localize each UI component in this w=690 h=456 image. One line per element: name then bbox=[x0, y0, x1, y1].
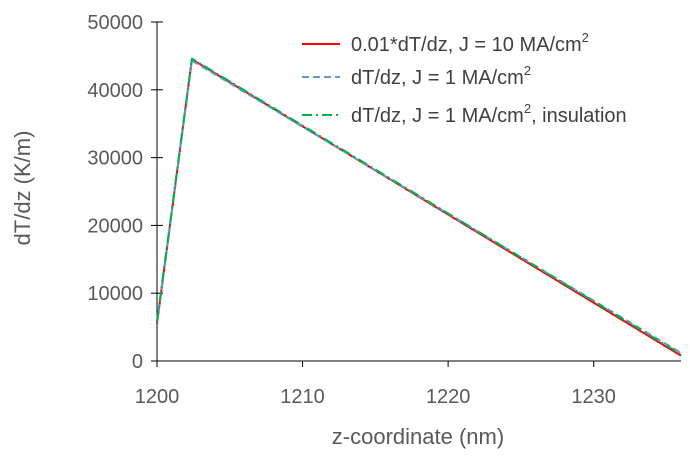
x-tick-label: 1200 bbox=[135, 386, 180, 408]
tick-labels: 0 10000 20000 30000 40000 50000 1200 1210 1220 12… bbox=[87, 12, 616, 408]
legend-label-2: dT/dz, J = 1 MA/cm2 bbox=[351, 63, 531, 89]
legend: 0.01*dT/dz, J = 10 MA/cm2 dT/dz, J = 1 MA… bbox=[302, 30, 627, 127]
series-line-1 bbox=[156, 58, 682, 357]
y-tick-label: 0 bbox=[132, 351, 143, 373]
x-tick-label: 1230 bbox=[571, 386, 616, 408]
y-tick-label: 40000 bbox=[87, 80, 143, 102]
y-axis-title: dT/dz (K/m) bbox=[10, 131, 35, 246]
plot-area bbox=[156, 57, 682, 357]
series-line-3 bbox=[156, 57, 682, 356]
y-tick-label: 10000 bbox=[87, 283, 143, 305]
legend-label-1: 0.01*dT/dz, J = 10 MA/cm2 bbox=[351, 30, 589, 56]
y-tick-label: 20000 bbox=[87, 215, 143, 237]
x-tick-label: 1220 bbox=[426, 386, 471, 408]
x-axis-title: z-coordinate (nm) bbox=[332, 424, 504, 449]
x-tick-label: 1210 bbox=[280, 386, 325, 408]
legend-label-3: dT/dz, J = 1 MA/cm2, insulation bbox=[351, 101, 627, 127]
axes bbox=[151, 21, 681, 367]
y-tick-label: 50000 bbox=[87, 12, 143, 34]
y-tick-label: 30000 bbox=[87, 148, 143, 170]
